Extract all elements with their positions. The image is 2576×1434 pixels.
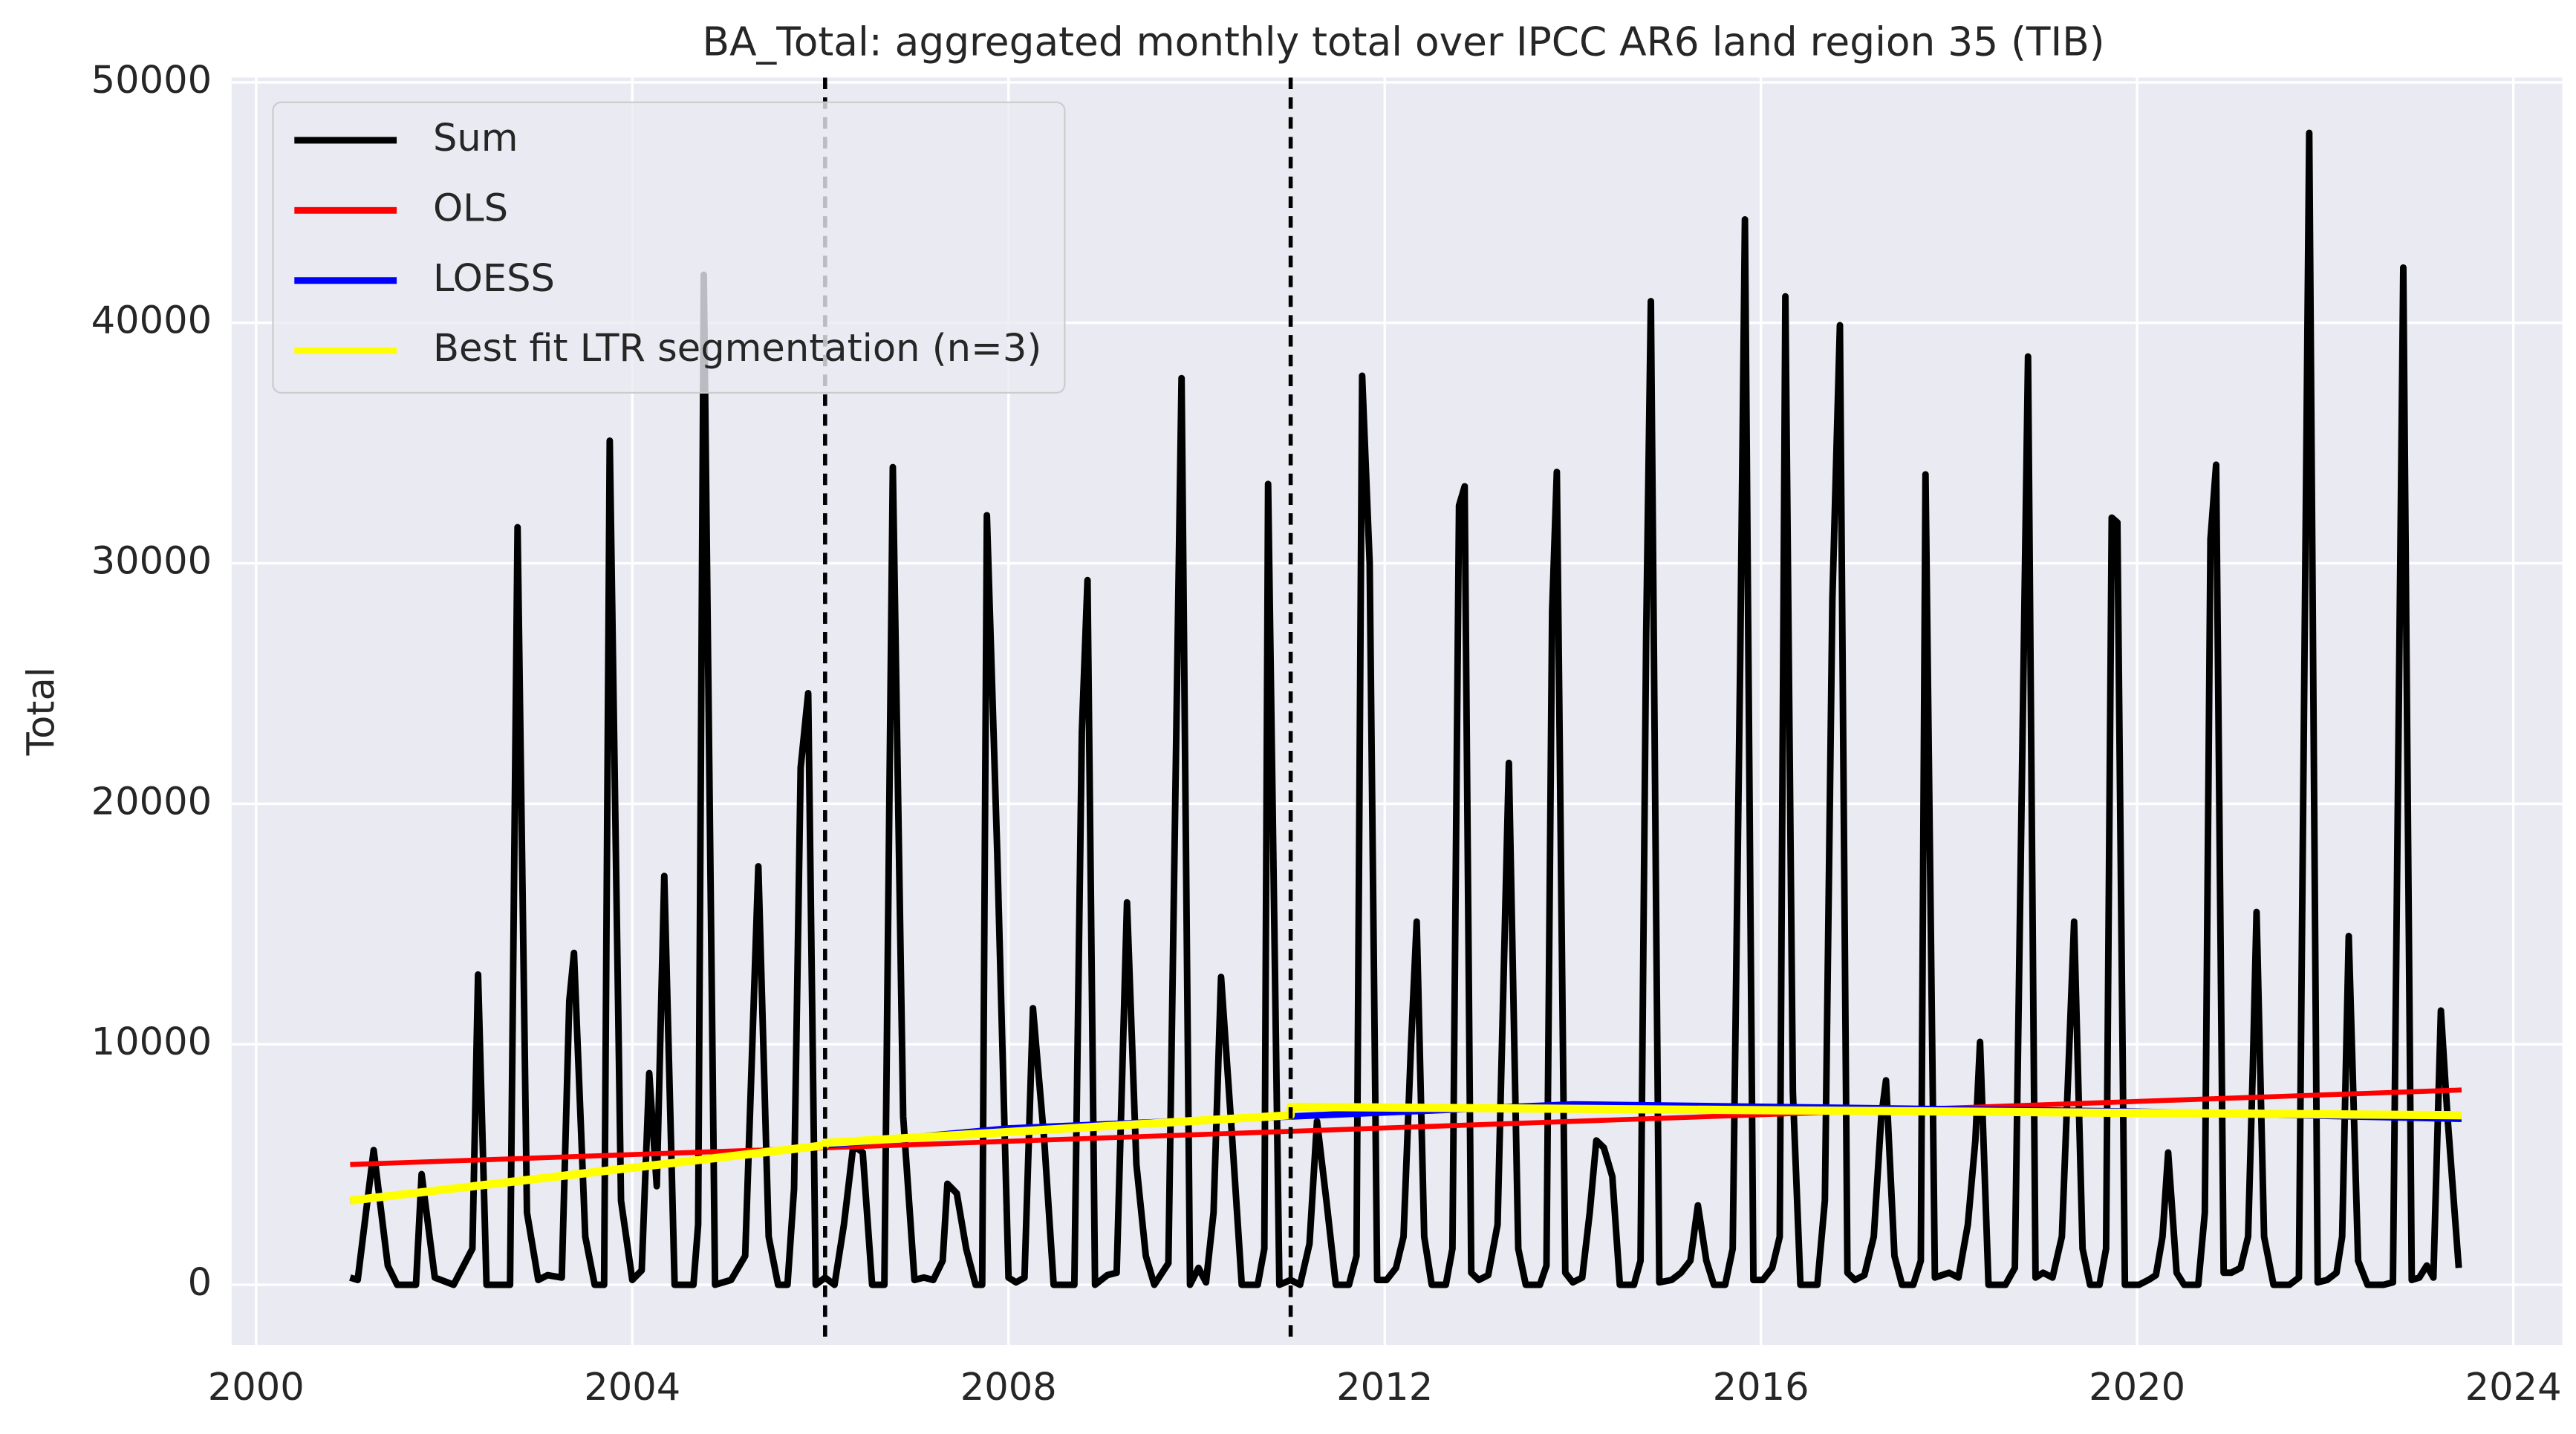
y-tick-label: 40000 — [91, 299, 212, 343]
legend-label: Best fit LTR segmentation (n=3) — [433, 327, 1041, 371]
y-tick-label: 30000 — [91, 540, 212, 584]
x-tick-label: 2000 — [208, 1366, 305, 1409]
y-tick-label: 10000 — [91, 1020, 212, 1064]
series-line — [349, 1102, 2462, 1205]
legend-label: LOESS — [433, 257, 555, 301]
x-tick-label: 2024 — [2465, 1366, 2562, 1409]
legend-label: OLS — [433, 186, 508, 230]
x-tick-label: 2004 — [584, 1366, 680, 1409]
legend: Sum OLS LOESS Best fit LTR segmentation (n=… — [272, 101, 1066, 394]
y-tick-label: 0 — [188, 1261, 212, 1305]
y-tick-label: 50000 — [91, 59, 212, 102]
legend-label: Sum — [433, 117, 518, 160]
series-line — [349, 129, 2462, 1288]
x-tick-label: 2012 — [1336, 1366, 1433, 1409]
chart-title: BA_Total: aggregated monthly total over … — [702, 19, 2104, 65]
y-tick-label: 20000 — [91, 780, 212, 824]
x-tick-label: 2008 — [960, 1366, 1057, 1409]
legend-box — [272, 101, 1066, 394]
x-tick-label: 2016 — [1713, 1366, 1809, 1409]
series-line — [350, 1087, 2462, 1167]
x-tick-label: 2020 — [2089, 1366, 2185, 1409]
y-axis-label: Total — [20, 667, 64, 756]
